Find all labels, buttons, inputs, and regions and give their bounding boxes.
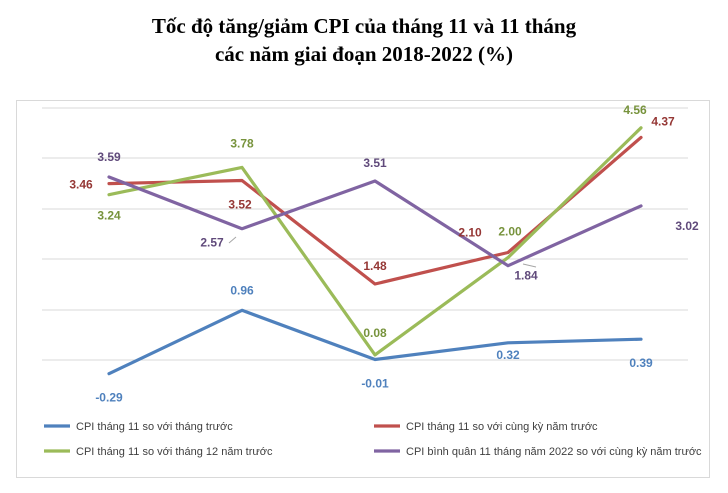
data-label: 3.24 (97, 209, 121, 223)
data-label: 3.46 (69, 178, 93, 192)
data-label: -0.29 (95, 391, 123, 405)
series-line-1 (107, 308, 643, 376)
data-label: 4.37 (651, 114, 675, 128)
data-label: -0.01 (361, 377, 389, 391)
data-label: 1.84 (514, 269, 538, 283)
series-line-3 (107, 126, 643, 357)
legend-entry: CPI tháng 11 so với tháng trước (76, 421, 233, 433)
legend: CPI tháng 11 so với tháng trước CPI tháng… (44, 421, 702, 458)
data-label: 2.10 (458, 226, 482, 240)
data-label: 2.57 (200, 236, 224, 250)
data-label: 3.51 (363, 156, 387, 170)
data-label: 3.52 (228, 198, 252, 212)
chart-title: Tốc độ tăng/giảm CPI của tháng 11 và 11 … (0, 12, 728, 68)
data-label: 0.96 (230, 283, 254, 297)
chart-title-line-1: Tốc độ tăng/giảm CPI của tháng 11 và 11 … (151, 14, 577, 38)
legend-entry: CPI tháng 11 so với tháng 12 năm trước (76, 446, 273, 458)
label-leader-line (522, 263, 537, 268)
data-label: 0.39 (629, 356, 653, 370)
data-label: 3.59 (97, 150, 121, 164)
data-label: 3.78 (230, 136, 254, 150)
legend-entry: CPI bình quân 11 tháng năm 2022 so với c… (406, 446, 702, 458)
data-label: 3.02 (675, 219, 699, 233)
data-labels: -0.29 0.96 -0.01 0.32 0.39 3.46 3.52 1.48 2.10 4.… (69, 103, 699, 405)
gridlines (42, 107, 688, 361)
data-label: 4.56 (623, 103, 647, 117)
data-label: 2.00 (498, 225, 522, 239)
label-leader-line (228, 236, 237, 244)
data-label: 1.48 (363, 259, 387, 273)
series-lines (107, 126, 643, 376)
series-line-4 (107, 175, 643, 268)
data-label: 0.32 (496, 348, 520, 362)
chart-title-line-2: các năm giai đoạn 2018-2022 (%) (214, 42, 514, 66)
data-label: 0.08 (363, 326, 387, 340)
legend-entry: CPI tháng 11 so với cùng kỳ năm trước (406, 421, 598, 433)
chart-frame (16, 100, 710, 478)
